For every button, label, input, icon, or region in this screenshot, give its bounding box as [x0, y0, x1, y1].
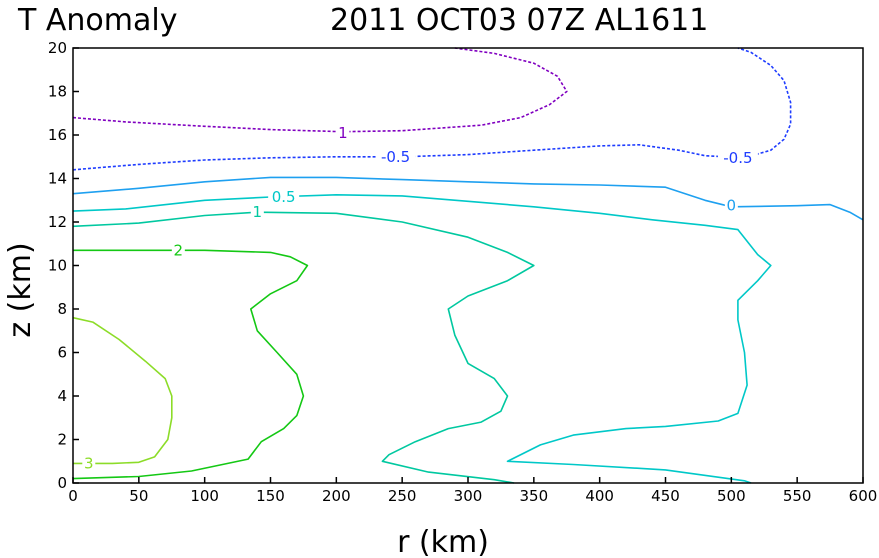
- contour-line-level: [72, 47, 568, 133]
- contour-label-background: [250, 204, 264, 221]
- contour-label-background: [268, 188, 300, 205]
- x-tick-label: 200: [322, 487, 351, 505]
- contour-line-level: [72, 249, 309, 480]
- x-tick-label: 0: [68, 487, 78, 505]
- contour-label: 1: [253, 203, 263, 221]
- contour-label: 0.5: [272, 188, 296, 206]
- x-axis-label: r (km): [397, 525, 489, 558]
- contour-label: 3: [84, 454, 94, 472]
- contour-label-background: [375, 148, 416, 165]
- y-tick-label: 14: [48, 170, 67, 188]
- x-tick-label: 50: [129, 487, 148, 505]
- y-tick-label: 0: [57, 474, 67, 492]
- x-tick-label: 100: [190, 487, 219, 505]
- x-tick-label: 300: [454, 487, 483, 505]
- contour-label-background: [171, 242, 185, 259]
- x-tick-label: 550: [783, 487, 812, 505]
- contour-line-level: [72, 194, 772, 484]
- contour-labels: 1 -0.5 -0.5 0 0.5 1 2 3: [82, 124, 758, 472]
- contour-label: -0.5: [381, 148, 410, 166]
- x-tick-label: 400: [585, 487, 614, 505]
- y-tick-label: 10: [48, 257, 67, 275]
- y-tick-label: 6: [57, 344, 67, 362]
- y-tick-label: 4: [57, 387, 67, 405]
- y-tick-label: 2: [57, 431, 67, 449]
- y-axis-label: z (km): [3, 242, 38, 337]
- chart-title-left: T Anomaly: [17, 3, 177, 38]
- contour-label: 2: [174, 241, 184, 259]
- x-axis-ticks: 0 50 100 150 200 250 300 350 400 450 500 550 600: [68, 477, 877, 505]
- x-tick-label: 500: [717, 487, 746, 505]
- y-tick-label: 12: [48, 213, 67, 231]
- contour-label-background: [717, 149, 758, 166]
- y-tick-label: 20: [48, 39, 67, 57]
- x-tick-label: 250: [388, 487, 417, 505]
- contour-line-level: [72, 47, 792, 171]
- contour-line-level: [72, 176, 864, 221]
- x-tick-label: 350: [520, 487, 549, 505]
- contour-label-background: [82, 455, 96, 472]
- contour-line-level: [72, 316, 173, 465]
- x-tick-label: 450: [651, 487, 680, 505]
- y-tick-label: 8: [57, 300, 67, 318]
- contour-label: -0.5: [723, 149, 752, 167]
- contour-line-level: [72, 211, 535, 484]
- plot-frame: [72, 47, 864, 484]
- x-tick-label: 150: [256, 487, 285, 505]
- chart-title-right: 2011 OCT03 07Z AL1611: [330, 3, 708, 38]
- contour-label: 1: [338, 124, 348, 142]
- y-tick-label: 16: [48, 126, 67, 144]
- x-tick-label: 600: [849, 487, 878, 505]
- y-tick-label: 18: [48, 83, 67, 101]
- contour-lines: [72, 47, 864, 484]
- y-axis-ticks: 0 2 4 6 8 10 12 14 16 18 20: [48, 39, 79, 492]
- contour-label: 0: [727, 197, 737, 215]
- contour-label-background: [336, 124, 350, 141]
- contour-label-background: [724, 197, 738, 214]
